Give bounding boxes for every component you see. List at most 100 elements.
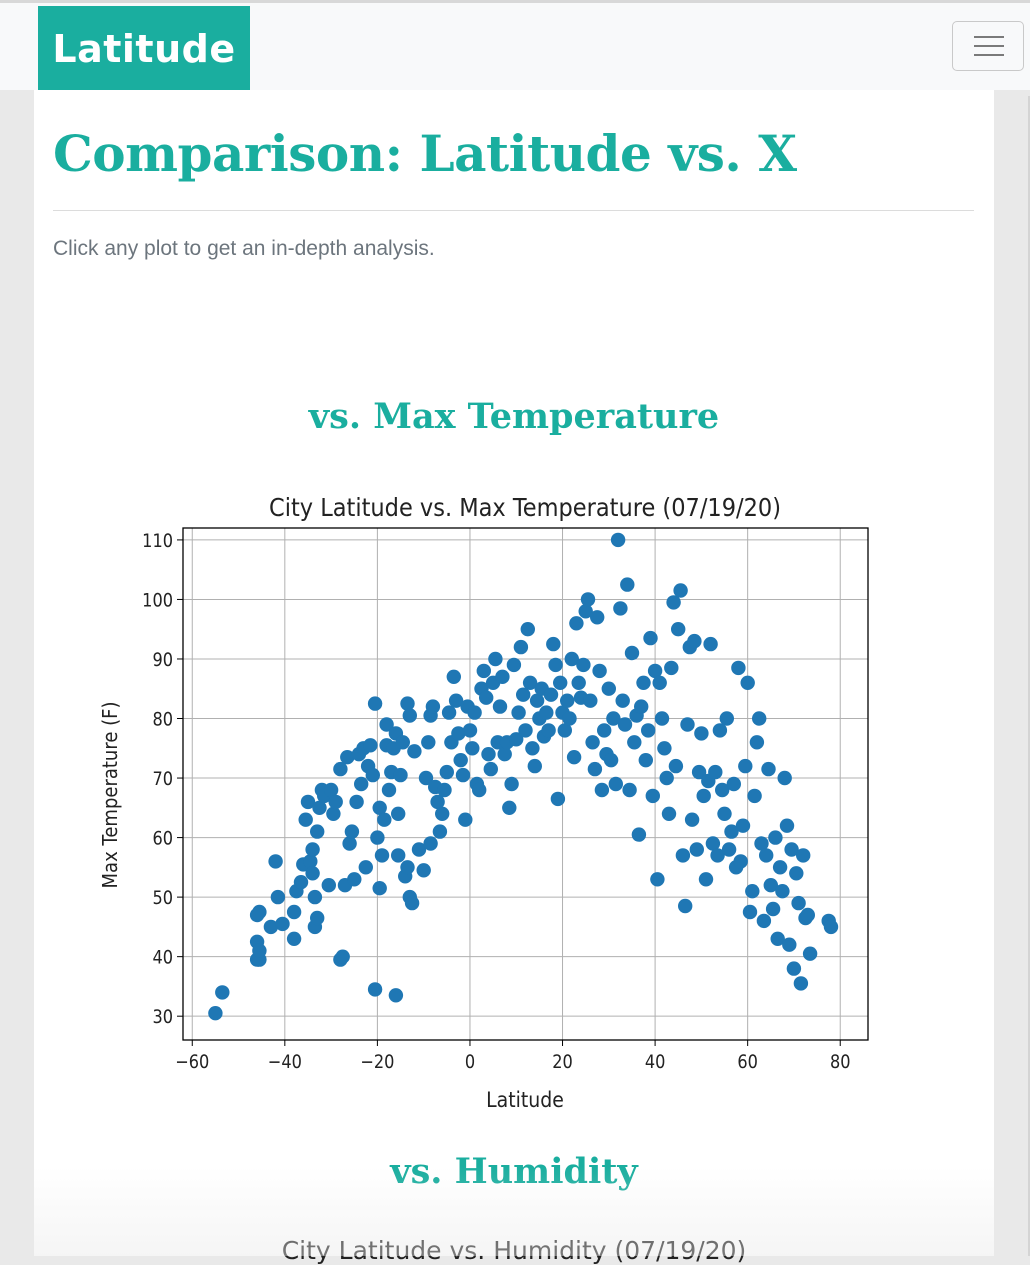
scatter-point bbox=[455, 767, 471, 783]
navbar: Latitude bbox=[0, 0, 1030, 93]
hamburger-menu-icon bbox=[974, 54, 1004, 56]
scatter-point bbox=[796, 848, 811, 863]
scatter-point bbox=[550, 791, 566, 807]
scatter-point bbox=[608, 776, 623, 792]
scatter-point bbox=[321, 878, 336, 893]
scatter-point bbox=[703, 636, 718, 652]
scatter-point bbox=[286, 904, 302, 920]
scatter-point bbox=[564, 651, 579, 667]
scatter-point bbox=[754, 836, 769, 851]
scatter-point bbox=[268, 854, 283, 869]
navbar-toggle-button[interactable] bbox=[952, 21, 1024, 71]
scatter-point bbox=[488, 651, 503, 667]
scatter-point bbox=[481, 747, 496, 762]
scatter-point bbox=[522, 675, 538, 690]
main-container: Comparison: Latitude vs. X Click any plo… bbox=[34, 90, 994, 1265]
scatter-point bbox=[622, 782, 637, 798]
scatter-point bbox=[590, 610, 605, 625]
scatter-point bbox=[208, 1006, 223, 1021]
scatter-point bbox=[310, 910, 325, 926]
scatter-point bbox=[634, 699, 649, 714]
scatter-point bbox=[358, 860, 373, 875]
scatter-point bbox=[636, 675, 651, 690]
page-title: Comparison: Latitude vs. X bbox=[53, 124, 797, 183]
scatter-point bbox=[694, 726, 709, 741]
scatter-point bbox=[495, 669, 510, 684]
scatter-point bbox=[539, 705, 554, 720]
scatter-point bbox=[372, 800, 387, 815]
scatter-point bbox=[305, 842, 320, 857]
scatter-point bbox=[553, 675, 568, 690]
hamburger-menu-icon bbox=[974, 45, 1004, 47]
y-tick-label: 80 bbox=[152, 709, 173, 731]
scatter-point bbox=[328, 794, 343, 810]
y-tick-label: 40 bbox=[152, 947, 173, 969]
scatter-point bbox=[437, 782, 452, 798]
scatter-point bbox=[675, 848, 691, 863]
scatter-point bbox=[492, 699, 508, 714]
scatter-point bbox=[719, 711, 734, 726]
scatter-point bbox=[645, 788, 660, 804]
scatter-point bbox=[800, 907, 815, 923]
scatter-point bbox=[483, 761, 498, 777]
scatter-point bbox=[620, 577, 635, 592]
x-tick-label: −60 bbox=[175, 1052, 209, 1074]
scatter-point bbox=[286, 931, 302, 946]
scatter-point bbox=[740, 675, 755, 690]
scatter-point bbox=[465, 741, 480, 756]
scatter-point bbox=[303, 854, 318, 869]
x-tick-label: 60 bbox=[737, 1052, 758, 1074]
y-tick-label: 90 bbox=[152, 650, 173, 672]
x-tick-label: 20 bbox=[552, 1052, 573, 1074]
scatter-point bbox=[511, 705, 526, 720]
scatter-point bbox=[592, 663, 607, 679]
scatter-point bbox=[527, 758, 542, 774]
scatter-point bbox=[705, 836, 721, 851]
scatter-point bbox=[298, 812, 313, 827]
section-heading-max-temperature[interactable]: vs. Max Temperature bbox=[308, 396, 720, 437]
scatter-point bbox=[717, 806, 732, 821]
scatter-point bbox=[671, 622, 686, 637]
scatter-point bbox=[305, 866, 320, 881]
window-edge-divider bbox=[1028, 96, 1030, 1256]
scatter-point bbox=[379, 717, 394, 732]
scatter-point bbox=[603, 753, 619, 768]
scatter-point bbox=[462, 723, 478, 738]
x-axis-label: Latitude bbox=[486, 1087, 564, 1112]
scatter-point bbox=[745, 884, 760, 899]
section-heading-humidity[interactable]: vs. Humidity bbox=[390, 1151, 638, 1192]
y-tick-label: 100 bbox=[142, 590, 173, 612]
scatter-point bbox=[365, 767, 380, 783]
scatter-point bbox=[411, 842, 427, 857]
scatter-point bbox=[765, 901, 781, 917]
scatter-point bbox=[802, 946, 818, 961]
scatter-point bbox=[504, 776, 519, 792]
scatter-point bbox=[432, 824, 448, 839]
scatter-point bbox=[458, 812, 473, 827]
scatter-point bbox=[506, 657, 522, 673]
scatter-point bbox=[777, 770, 792, 786]
scatter-point bbox=[402, 708, 417, 723]
scatter-point bbox=[613, 601, 628, 616]
max-temperature-scatter-plot[interactable]: −60 −40 −20 0 20 40 60 80 30 40 50 60 70 80 90 100 110 C… bbox=[34, 485, 994, 1125]
scatter-point bbox=[497, 747, 512, 762]
chart-title: City Latitude vs. Max Temperature (07/19… bbox=[269, 493, 781, 522]
scatter-point bbox=[381, 782, 397, 798]
scatter-point bbox=[347, 872, 362, 887]
x-tick-label: 80 bbox=[830, 1052, 851, 1074]
brand-logo-link[interactable]: Latitude bbox=[38, 6, 250, 93]
scatter-point bbox=[423, 836, 438, 851]
scatter-point bbox=[643, 630, 658, 646]
axis-ticks: −60 −40 −20 0 20 40 60 80 30 40 50 60 70 80 90 100 110 bbox=[142, 531, 850, 1074]
scatter-point bbox=[404, 895, 420, 911]
scatter-point bbox=[782, 937, 797, 952]
scatter-point bbox=[562, 711, 577, 726]
scatter-point bbox=[749, 735, 765, 750]
scatter-point bbox=[680, 717, 695, 732]
scatter-point bbox=[678, 898, 693, 914]
scatter-point bbox=[789, 866, 804, 881]
scatter-point bbox=[354, 776, 369, 792]
scatter-point bbox=[724, 824, 739, 839]
scatter-point bbox=[756, 913, 772, 929]
scatter-point bbox=[425, 699, 441, 714]
